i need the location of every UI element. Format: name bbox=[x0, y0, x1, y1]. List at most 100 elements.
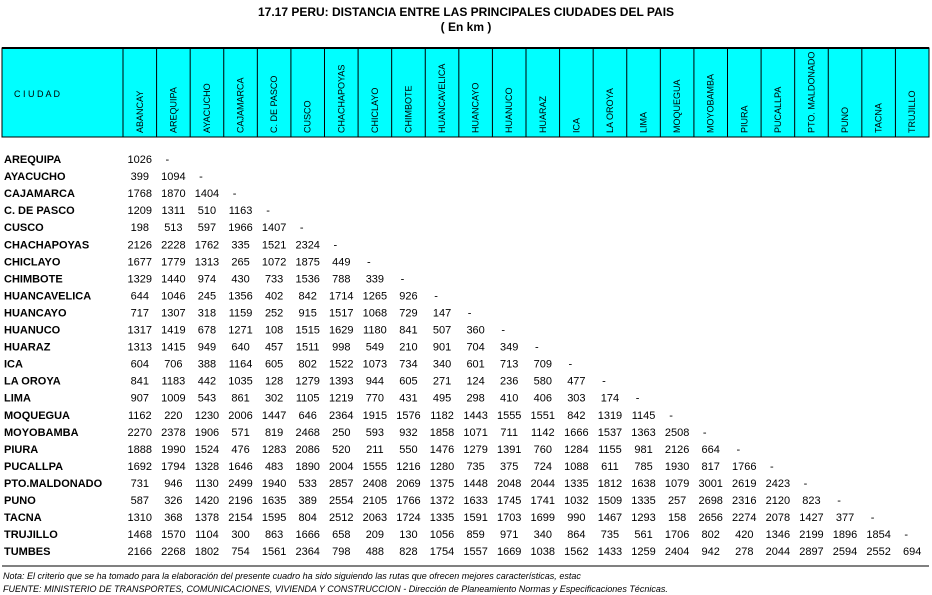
distance-cell: 724 bbox=[534, 461, 552, 473]
distance-cell: 507 bbox=[433, 325, 451, 337]
distance-cell: 1524 bbox=[195, 444, 219, 456]
distance-cell: 449 bbox=[332, 256, 350, 268]
distance-cell: 1310 bbox=[128, 512, 152, 524]
distance-cell: 236 bbox=[500, 376, 518, 388]
note: Nota: El criterio que se ha tomado para … bbox=[3, 571, 581, 581]
distance-cell: 658 bbox=[332, 529, 350, 541]
distance-cell: 709 bbox=[534, 359, 552, 371]
distance-cell: 2086 bbox=[295, 444, 319, 456]
distance-cell: 2316 bbox=[732, 495, 756, 507]
distance-cell: 265 bbox=[231, 256, 249, 268]
distance-cell: 1283 bbox=[262, 444, 286, 456]
distance-cell: 1447 bbox=[262, 410, 286, 422]
distance-cell: 2069 bbox=[396, 478, 420, 490]
distance-cell: 1280 bbox=[430, 461, 454, 473]
distance-cell: 735 bbox=[466, 461, 484, 473]
column-header: C. DE PASCO bbox=[269, 76, 279, 133]
column-header: PUCALLPA bbox=[773, 87, 783, 133]
distance-cell: 1307 bbox=[161, 307, 185, 319]
distance-cell: 550 bbox=[399, 444, 417, 456]
distance-cell: 1555 bbox=[363, 461, 387, 473]
distance-cell: 605 bbox=[399, 376, 417, 388]
distance-cell: 593 bbox=[366, 427, 384, 439]
distance-cell: 431 bbox=[399, 393, 417, 405]
distance-cell: 1284 bbox=[564, 444, 588, 456]
distance-cell: 733 bbox=[265, 273, 283, 285]
row-city: CUSCO bbox=[4, 222, 44, 234]
distance-cell: 802 bbox=[702, 529, 720, 541]
distance-cell: 298 bbox=[466, 393, 484, 405]
distance-cell: 549 bbox=[366, 342, 384, 354]
distance-cell: 842 bbox=[299, 290, 317, 302]
distance-cell: 1404 bbox=[195, 188, 219, 200]
empty-cell: - bbox=[333, 239, 337, 251]
distance-cell: 1521 bbox=[262, 239, 286, 251]
distance-cell: 477 bbox=[567, 376, 585, 388]
distance-cell: 1105 bbox=[296, 393, 320, 405]
distance-cell: 1703 bbox=[497, 512, 521, 524]
distance-cell: 1930 bbox=[665, 461, 689, 473]
distance-cell: 798 bbox=[332, 546, 350, 558]
distance-cell: 2268 bbox=[161, 546, 185, 558]
distance-cell: 944 bbox=[366, 376, 384, 388]
distance-cell: 1230 bbox=[195, 410, 219, 422]
distance-cell: 1515 bbox=[295, 325, 319, 337]
distance-cell: 1009 bbox=[161, 393, 185, 405]
distance-cell: 2619 bbox=[732, 478, 756, 490]
distance-cell: 841 bbox=[131, 376, 149, 388]
distance-cell: 1854 bbox=[866, 529, 890, 541]
distance-cell: 926 bbox=[399, 290, 417, 302]
distance-cell: 1706 bbox=[665, 529, 689, 541]
row-city: CHIMBOTE bbox=[4, 273, 63, 285]
distance-cell: 2468 bbox=[295, 427, 319, 439]
distance-cell: 819 bbox=[265, 427, 283, 439]
distance-cell: 971 bbox=[500, 529, 518, 541]
distance-cell: 1940 bbox=[262, 478, 286, 490]
distance-cell: 1741 bbox=[531, 495, 555, 507]
distance-cell: 1420 bbox=[195, 495, 219, 507]
distance-cell: 335 bbox=[231, 239, 249, 251]
distance-cell: 828 bbox=[399, 546, 417, 558]
distance-cell: 1745 bbox=[497, 495, 521, 507]
empty-cell: - bbox=[871, 512, 875, 524]
distance-cell: 402 bbox=[265, 290, 283, 302]
distance-cell: 1517 bbox=[329, 307, 353, 319]
distance-cell: 2126 bbox=[128, 239, 152, 251]
distance-cell: 124 bbox=[466, 376, 484, 388]
distance-cell: 1699 bbox=[531, 512, 555, 524]
distance-cell: 1163 bbox=[229, 205, 253, 217]
distance-cell: 210 bbox=[399, 342, 417, 354]
distance-cell: 174 bbox=[601, 393, 619, 405]
distance-cell: 2378 bbox=[161, 427, 185, 439]
distance-cell: 1633 bbox=[463, 495, 487, 507]
distance-cell: 770 bbox=[366, 393, 384, 405]
distance-cell: 694 bbox=[903, 546, 921, 558]
distance-cell: 1555 bbox=[497, 410, 521, 422]
row-city: TACNA bbox=[4, 512, 42, 524]
distance-cell: 1335 bbox=[631, 495, 655, 507]
distance-cell: 2508 bbox=[665, 427, 689, 439]
distance-cell: 1162 bbox=[128, 410, 152, 422]
distance-cell: 640 bbox=[231, 342, 249, 354]
distance-cell: 318 bbox=[198, 307, 216, 319]
row-city: PIURA bbox=[4, 444, 38, 456]
distance-cell: 2404 bbox=[665, 546, 689, 558]
distance-cell: 704 bbox=[466, 342, 484, 354]
empty-cell: - bbox=[501, 325, 505, 337]
distance-cell: 2063 bbox=[363, 512, 387, 524]
distance-cell: 1335 bbox=[430, 512, 454, 524]
empty-cell: - bbox=[401, 273, 405, 285]
distance-cell: 601 bbox=[466, 359, 484, 371]
column-header: TRUJILLO bbox=[907, 90, 917, 133]
row-city: HUANUCO bbox=[4, 325, 61, 337]
distance-cell: 1511 bbox=[296, 342, 320, 354]
distance-cell: 1372 bbox=[430, 495, 454, 507]
column-header: HUARAZ bbox=[538, 95, 548, 133]
distance-cell: 2078 bbox=[766, 512, 790, 524]
column-header: PIURA bbox=[739, 105, 749, 133]
distance-cell: 1551 bbox=[531, 410, 555, 422]
distance-cell: 1990 bbox=[161, 444, 185, 456]
distance-cell: 735 bbox=[601, 529, 619, 541]
row-city: PTO.MALDONADO bbox=[4, 478, 103, 490]
